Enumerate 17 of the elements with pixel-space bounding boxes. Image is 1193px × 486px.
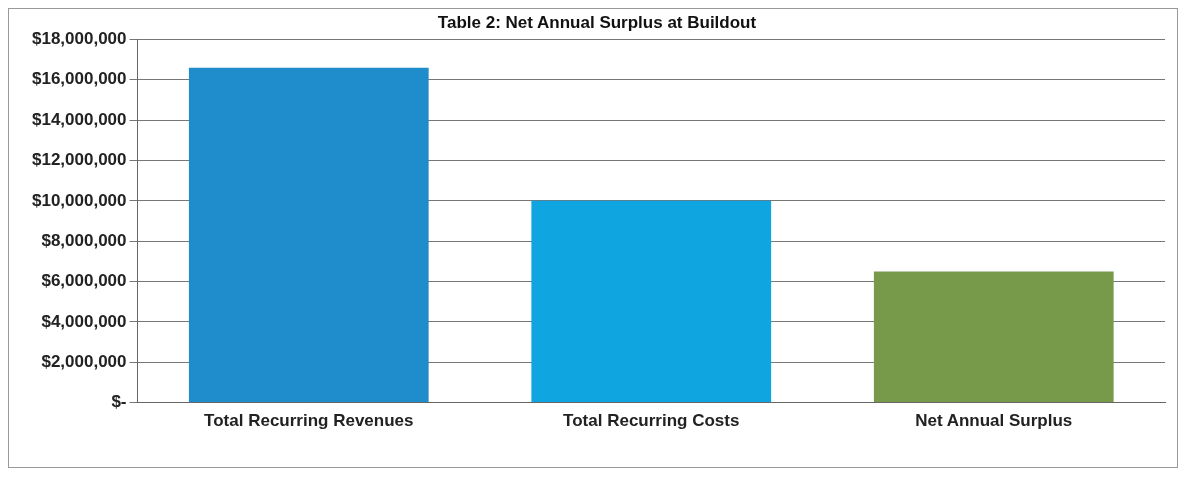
y-tick-label: $16,000,000 [31,69,127,89]
y-tick-label: $6,000,000 [41,271,127,291]
y-tick-label: $14,000,000 [31,109,127,129]
x-tick-label: Total Recurring Revenues [204,411,414,431]
x-tick-label: Net Annual Surplus [915,411,1073,431]
bar [873,271,1114,403]
y-tick-label: $8,000,000 [41,230,127,250]
y-tick-label: $12,000,000 [31,150,127,170]
y-tick-label: $- [111,392,127,412]
chart-title: Table 2: Net Annual Surplus at Buildout [437,12,757,32]
y-tick-label: $4,000,000 [41,311,127,331]
y-tick-label: $2,000,000 [41,351,127,371]
bar [188,67,429,403]
y-tick-label: $10,000,000 [31,190,127,210]
y-tick-label: $18,000,000 [31,29,127,49]
x-tick-label: Total Recurring Costs [563,411,740,431]
bar [531,200,772,403]
